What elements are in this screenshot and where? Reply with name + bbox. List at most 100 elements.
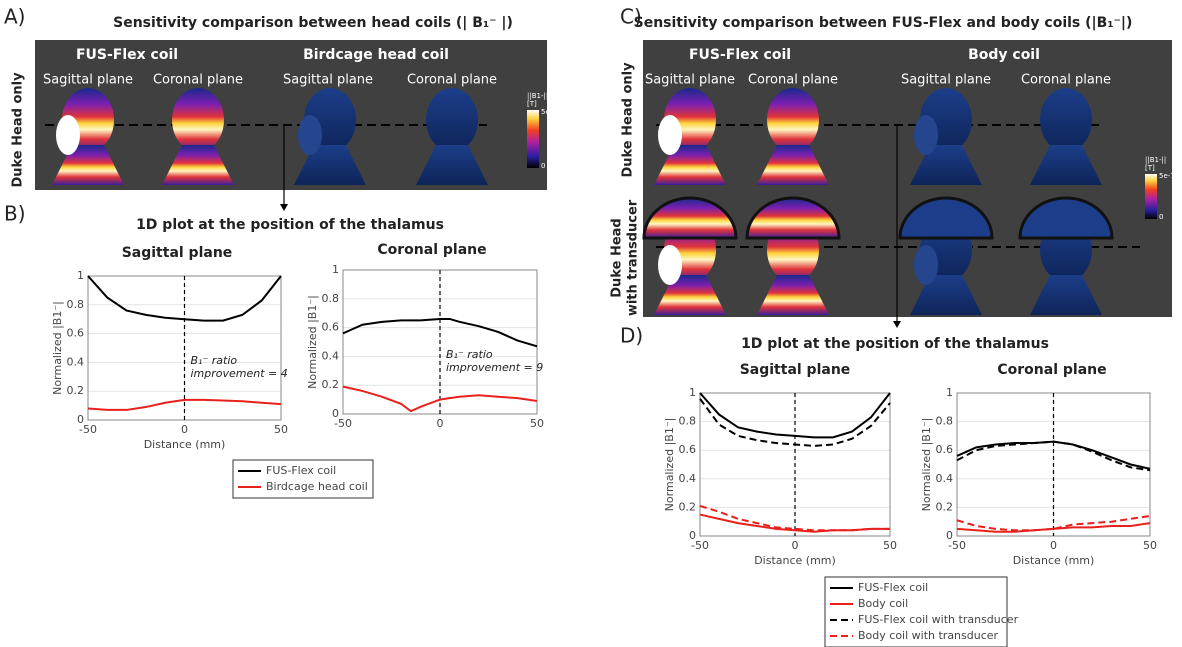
panel-title: Sensitivity comparison between FUS-Flex … — [634, 15, 1133, 31]
colorbar-max: 5e-7 — [541, 108, 557, 116]
plane-label: Coronal plane — [407, 73, 497, 88]
transducer — [898, 196, 994, 240]
head-maps — [52, 88, 1114, 315]
neck — [910, 275, 982, 315]
annotation: B₁⁻ ratio — [446, 348, 493, 361]
plane-label: Sagittal plane — [645, 73, 735, 88]
panel-label: A) — [4, 5, 25, 29]
series-line — [699, 505, 890, 532]
legend — [232, 459, 374, 499]
y-tick-label: 0.6 — [67, 327, 85, 340]
y-tick-label: 0.2 — [322, 378, 340, 391]
face — [914, 115, 938, 155]
x-axis-label: Distance (mm) — [754, 554, 836, 567]
legend — [824, 576, 1008, 647]
neck — [654, 145, 726, 185]
chart-title: Coronal plane — [377, 242, 486, 258]
annotation: improvement = 9 — [446, 361, 543, 374]
x-axis-label: Distance (mm) — [1013, 554, 1095, 567]
transducer — [642, 196, 738, 240]
face — [914, 245, 938, 285]
face — [56, 115, 80, 155]
series-line — [342, 385, 538, 413]
x-tick-label: -50 — [334, 417, 352, 430]
colorbar-max: 5e-7 — [1159, 172, 1175, 180]
face — [298, 115, 322, 155]
y-tick-label: 1 — [77, 269, 84, 282]
y-tick-label: 0.8 — [322, 292, 340, 305]
plane-label: Coronal plane — [153, 73, 243, 88]
y-tick-label: 0.2 — [67, 384, 85, 397]
panel-label: B) — [4, 202, 26, 226]
y-tick-label: 0.6 — [936, 443, 954, 456]
series-line — [699, 513, 890, 533]
face — [658, 245, 682, 285]
series-line — [87, 398, 282, 411]
row-label: with transducer — [626, 199, 641, 316]
chart-title: Coronal plane — [997, 362, 1106, 378]
colorbar-unit: [T] — [1145, 164, 1155, 172]
y-tick-label: 0 — [332, 407, 339, 420]
annotation: improvement = 4 — [191, 367, 288, 380]
chart-title: Sagittal plane — [740, 362, 851, 378]
panel-title: 1D plot at the position of the thalamus — [741, 336, 1049, 352]
series-line — [699, 398, 891, 447]
head — [172, 88, 224, 152]
series-line — [342, 317, 538, 348]
y-tick-label: 0.8 — [679, 415, 697, 428]
neck — [52, 145, 124, 185]
legend-label: FUS-Flex coil — [858, 581, 928, 594]
colorbar — [527, 110, 539, 168]
group-title: FUS-Flex coil — [76, 47, 178, 63]
legend-label: Birdcage head coil — [266, 480, 368, 493]
y-axis-label: Normalized |B1⁻| — [663, 418, 676, 512]
legend-label: FUS-Flex coil — [266, 464, 336, 477]
x-tick-label: -50 — [691, 539, 709, 552]
y-tick-label: 0.4 — [679, 472, 697, 485]
neck — [757, 275, 829, 315]
y-tick-label: 0 — [946, 529, 953, 542]
series-line — [87, 275, 282, 322]
row-label: Duke Head only — [621, 62, 636, 178]
x-tick-label: 0 — [1050, 539, 1057, 552]
head — [426, 88, 478, 152]
y-tick-label: 0.8 — [936, 415, 954, 428]
arrow-head — [280, 204, 288, 211]
x-tick-label: 50 — [883, 539, 897, 552]
neck — [1030, 275, 1102, 315]
neck — [294, 145, 366, 185]
group-title: Birdcage head coil — [303, 47, 449, 63]
plane-label: Coronal plane — [748, 73, 838, 88]
legend-label: Body coil with transducer — [858, 629, 999, 642]
neck — [1030, 145, 1102, 185]
y-tick-label: 0.2 — [679, 500, 697, 513]
plane-label: Sagittal plane — [43, 73, 133, 88]
colorbar — [1145, 174, 1157, 219]
transducer — [745, 196, 841, 240]
y-axis-label: Normalized |B1⁻| — [51, 301, 64, 395]
x-tick-label: 0 — [792, 539, 799, 552]
series-line — [699, 392, 891, 439]
x-tick-label: -50 — [79, 423, 97, 436]
y-tick-label: 0.8 — [67, 298, 85, 311]
chart-title: Sagittal plane — [122, 245, 233, 261]
y-tick-label: 0 — [689, 529, 696, 542]
face — [658, 115, 682, 155]
colorbar-min: 0 — [541, 162, 545, 170]
colorbar-min: 0 — [1159, 213, 1163, 221]
panel-title: 1D plot at the position of the thalamus — [136, 217, 444, 233]
colorbar-title: ||B1-|| — [1145, 156, 1166, 164]
legend-label: Body coil — [858, 597, 908, 610]
series-line — [956, 440, 1151, 472]
y-tick-label: 0.2 — [936, 500, 954, 513]
neck — [416, 145, 488, 185]
y-tick-label: 1 — [332, 263, 339, 276]
y-axis-label: Normalized |B1⁻| — [306, 295, 319, 389]
head — [1040, 88, 1092, 152]
row-label: Duke Head only — [11, 72, 26, 188]
group-title: Body coil — [968, 47, 1040, 63]
x-tick-label: 50 — [1143, 539, 1157, 552]
series-line — [956, 514, 1151, 532]
transducer — [1018, 196, 1114, 240]
